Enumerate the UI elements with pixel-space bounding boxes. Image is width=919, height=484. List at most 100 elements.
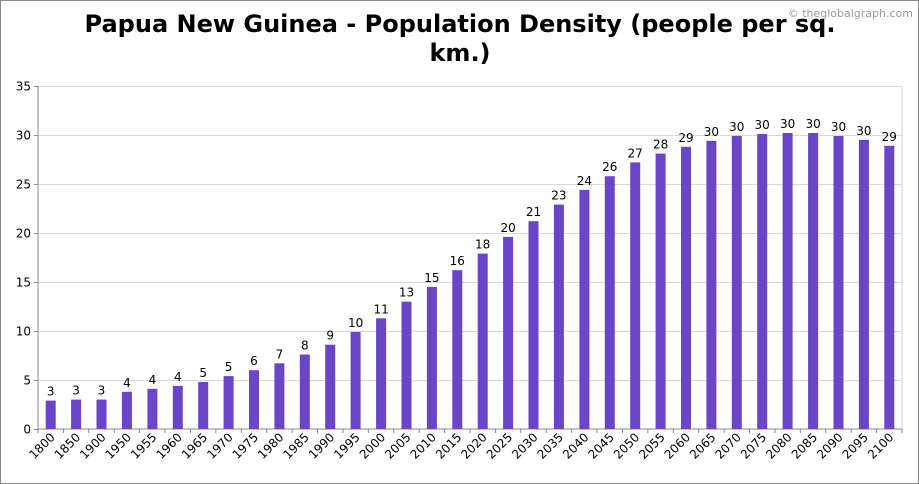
bar — [45, 400, 56, 429]
data-label: 3 — [47, 385, 55, 399]
bar — [528, 221, 539, 429]
x-tick-label: 1985 — [280, 430, 311, 461]
x-tick-label: 1980 — [255, 430, 286, 461]
data-label: 21 — [526, 205, 541, 219]
data-label: 15 — [424, 271, 439, 285]
x-tick-label: 2090 — [814, 430, 845, 461]
data-label: 30 — [729, 120, 744, 134]
data-label: 16 — [450, 254, 465, 268]
data-label: 23 — [551, 189, 566, 203]
bar — [553, 204, 564, 429]
x-tick-label: 2015 — [433, 430, 464, 461]
data-label: 13 — [399, 286, 414, 300]
x-tick-label: 2080 — [763, 430, 794, 461]
x-tick-label: 2020 — [458, 430, 489, 461]
x-tick-label: 2035 — [535, 430, 566, 461]
x-tick-label: 2025 — [484, 430, 515, 461]
bar — [503, 236, 514, 429]
x-axis: 1800185019001950195519601965197019751980… — [26, 428, 903, 462]
x-tick-label: 2095 — [840, 430, 871, 461]
data-label: 30 — [831, 120, 846, 134]
data-label: 10 — [348, 316, 363, 330]
x-tick-label: 2010 — [408, 430, 439, 461]
data-label: 4 — [123, 376, 131, 390]
bar — [477, 253, 488, 429]
data-label: 4 — [174, 370, 182, 384]
data-label: 30 — [805, 117, 820, 131]
data-label: 28 — [653, 138, 668, 152]
data-label: 18 — [475, 238, 490, 252]
bar — [681, 146, 691, 430]
x-tick-label: 2060 — [662, 430, 693, 461]
x-tick-label: 2100 — [865, 430, 896, 461]
data-label: 26 — [602, 160, 617, 174]
bar — [452, 270, 463, 429]
y-tick-label: 30 — [16, 129, 31, 143]
data-label: 29 — [882, 130, 897, 144]
bar — [655, 153, 666, 429]
bar — [376, 318, 387, 429]
bar — [401, 301, 412, 429]
data-label: 8 — [301, 339, 309, 353]
bar — [96, 399, 107, 429]
bar — [731, 136, 742, 429]
bar — [299, 354, 310, 429]
x-tick-label: 1990 — [306, 430, 337, 461]
bar — [350, 332, 361, 429]
bar — [274, 363, 285, 429]
x-tick-label: 2075 — [738, 430, 769, 461]
data-label: 4 — [149, 373, 157, 387]
y-tick-label: 5 — [23, 374, 31, 388]
bar — [426, 286, 437, 429]
bar — [833, 136, 844, 429]
x-tick-label: 1970 — [204, 430, 235, 461]
data-label: 30 — [780, 117, 795, 131]
bar — [858, 139, 869, 429]
data-label: 3 — [98, 384, 106, 398]
x-tick-label: 2030 — [509, 430, 540, 461]
data-label: 27 — [628, 146, 643, 160]
x-tick-label: 2070 — [712, 430, 743, 461]
bar-series — [45, 133, 895, 430]
y-tick-label: 0 — [23, 423, 31, 437]
y-tick-label: 15 — [16, 276, 31, 290]
bar — [71, 399, 82, 429]
bar — [808, 133, 819, 429]
bar — [249, 370, 259, 429]
data-label: 5 — [225, 360, 233, 374]
data-label: 6 — [250, 354, 258, 368]
x-tick-label: 1950 — [103, 430, 134, 461]
x-tick-label: 1900 — [77, 430, 108, 461]
gridlines — [38, 86, 903, 429]
data-label: 7 — [276, 347, 284, 361]
x-tick-label: 1965 — [179, 430, 210, 461]
x-tick-label: 2065 — [687, 430, 718, 461]
x-tick-label: 2050 — [611, 430, 642, 461]
bar — [121, 391, 132, 429]
data-label: 11 — [373, 302, 388, 316]
data-label: 9 — [326, 329, 334, 343]
y-tick-label: 20 — [16, 227, 31, 241]
bar — [198, 382, 209, 429]
data-label: 30 — [856, 124, 871, 138]
x-tick-label: 1975 — [230, 430, 261, 461]
bar — [757, 134, 768, 429]
bar — [172, 385, 183, 429]
data-label: 5 — [199, 366, 207, 380]
data-label: 20 — [500, 221, 515, 235]
x-tick-label: 2055 — [636, 430, 667, 461]
y-tick-label: 35 — [16, 80, 31, 94]
bar — [223, 376, 234, 429]
bar — [630, 162, 641, 429]
bar — [147, 388, 158, 429]
x-tick-label: 1960 — [153, 430, 184, 461]
x-tick-label: 1955 — [128, 430, 159, 461]
data-label: 30 — [755, 118, 770, 132]
y-tick-label: 10 — [16, 325, 31, 339]
x-tick-label: 1995 — [331, 430, 362, 461]
bar — [325, 344, 336, 429]
x-tick-label: 1800 — [26, 430, 57, 461]
data-labels: 3 3 3 4 4 4 5 5 6 7 8 9 10 11 13 15 16 18 20 21 23 24 26 27 28 29… — [47, 117, 897, 399]
watermark: © theglobalgraph.com — [787, 7, 913, 20]
